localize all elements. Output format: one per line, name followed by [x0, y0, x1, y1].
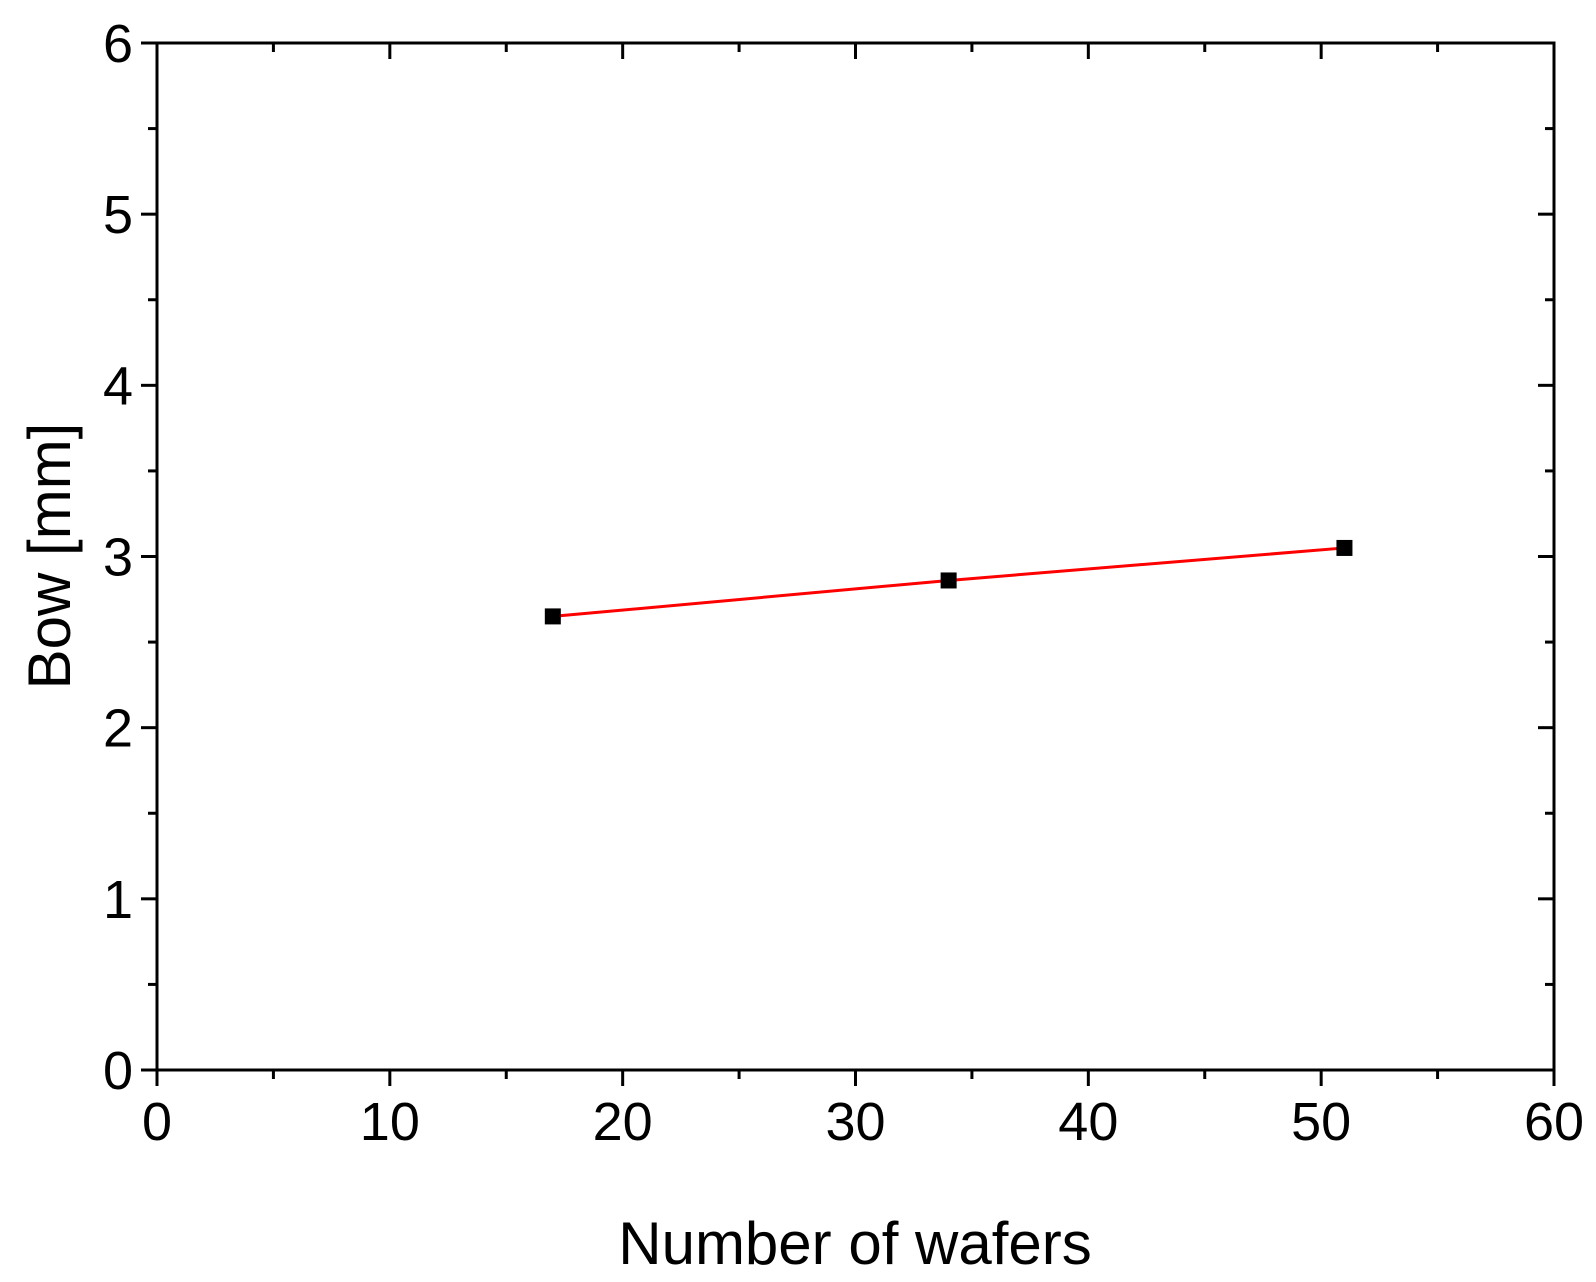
data-point — [544, 608, 561, 625]
y-tick-label: 2 — [103, 699, 133, 759]
y-tick-label: 4 — [103, 356, 133, 416]
series-group — [544, 539, 1353, 625]
x-axis-tick-labels: 0 10 20 30 40 50 60 — [142, 1092, 1584, 1152]
x-axis-title: Number of wafers — [618, 1210, 1092, 1277]
y-axis-title: Bow [mm] — [16, 423, 83, 690]
data-point — [1336, 539, 1353, 556]
x-tick-label: 40 — [1058, 1092, 1118, 1152]
x-tick-label: 50 — [1291, 1092, 1351, 1152]
y-axis-tick-labels: 0 1 2 3 4 5 6 — [103, 14, 133, 1101]
x-tick-label: 0 — [142, 1092, 172, 1152]
x-tick-label: 20 — [593, 1092, 653, 1152]
y-tick-label: 6 — [103, 14, 133, 74]
x-tick-label: 60 — [1524, 1092, 1584, 1152]
x-tick-label: 10 — [360, 1092, 420, 1152]
y-tick-label: 5 — [103, 185, 133, 245]
y-tick-label: 0 — [103, 1041, 133, 1101]
plot-frame — [155, 41, 1556, 1072]
y-tick-label: 1 — [103, 870, 133, 930]
x-tick-label: 30 — [825, 1092, 885, 1152]
data-point — [940, 572, 957, 589]
y-tick-label: 3 — [103, 528, 133, 588]
axis-ticks — [141, 41, 1556, 1086]
